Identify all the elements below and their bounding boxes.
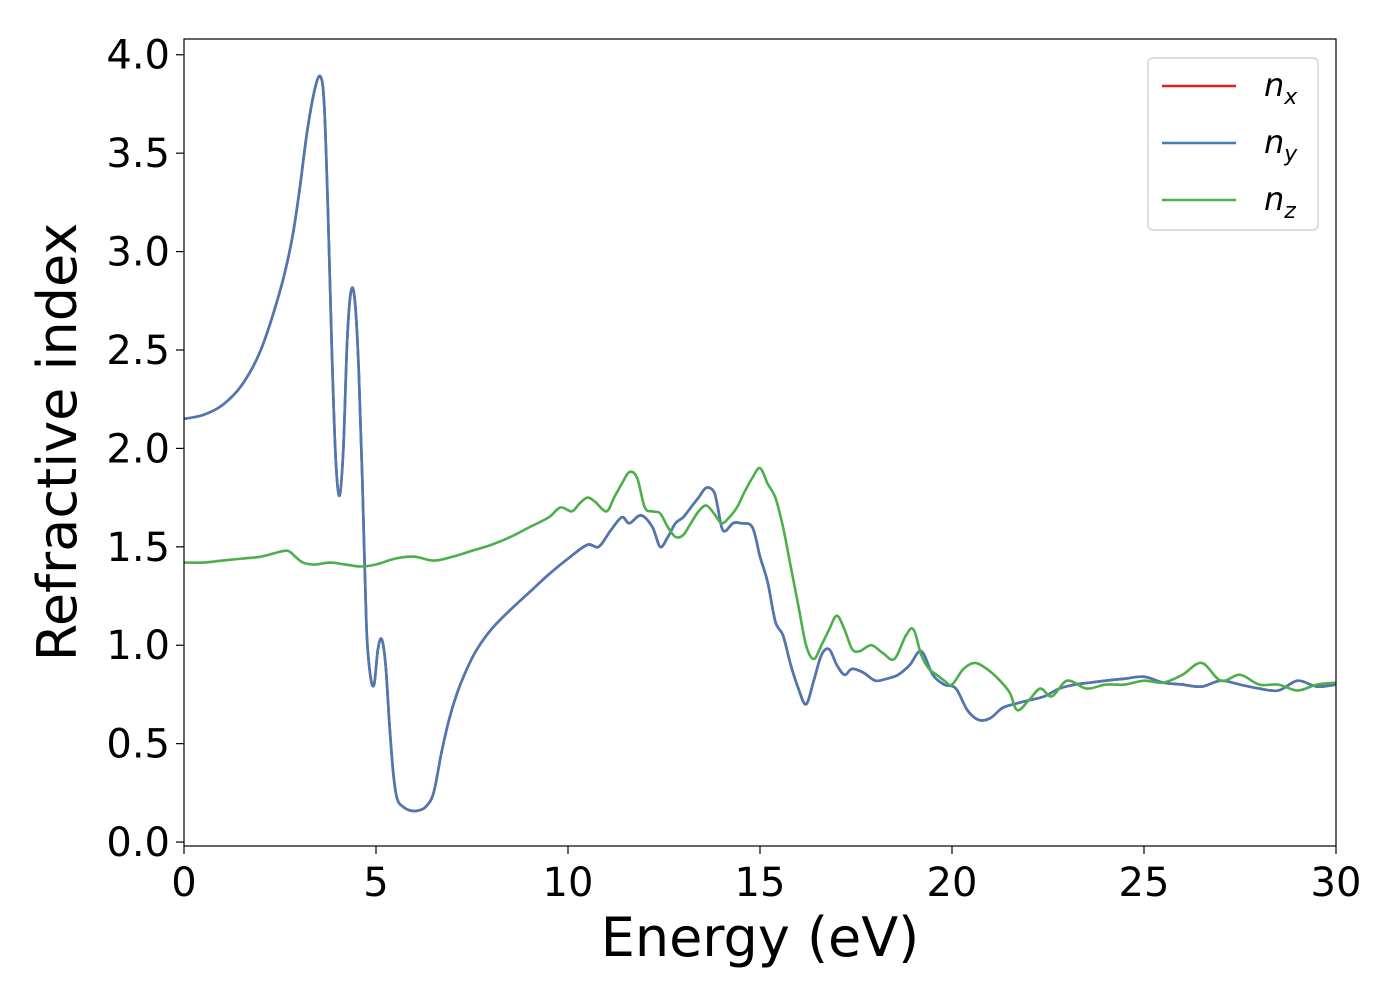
- legend-label-subscript: y: [1283, 142, 1298, 167]
- legend-label-main: n: [1264, 66, 1284, 104]
- x-tick-label: 20: [927, 860, 978, 906]
- series-layer: [184, 74, 1336, 813]
- y-axis-label: Refractive index: [26, 223, 89, 662]
- legend-label-subscript: z: [1283, 199, 1296, 224]
- y-tick-label: 4.0: [106, 33, 170, 79]
- x-tick-label: 10: [543, 860, 594, 906]
- y-tick-label: 3.5: [106, 131, 170, 177]
- y-tick-label: 2.0: [106, 426, 170, 472]
- legend-label-main: n: [1264, 123, 1284, 161]
- y-tick-label: 3.0: [106, 230, 170, 276]
- x-tick-label: 30: [1311, 860, 1362, 906]
- y-tick-label: 1.5: [106, 525, 170, 571]
- x-tick-label: 25: [1119, 860, 1170, 906]
- legend-label-subscript: x: [1283, 85, 1298, 110]
- y-tick-label: 2.5: [106, 328, 170, 374]
- x-tick-label: 5: [363, 860, 388, 906]
- x-axis: 0 5 10 15 20 25 30: [171, 846, 1361, 906]
- series-line-nz: [184, 466, 1336, 712]
- legend-label: ny: [1264, 123, 1298, 167]
- legend-label: nz: [1264, 180, 1296, 224]
- legend-label: nx: [1264, 66, 1298, 110]
- y-axis: 0.0 0.5 1.0 1.5 2.0 2.5 3.0 3.5 4.0: [106, 33, 184, 866]
- y-tick-label: 0.0: [106, 820, 170, 866]
- plot-area: [184, 39, 1336, 846]
- x-tick-label: 0: [171, 860, 196, 906]
- x-tick-label: 15: [735, 860, 786, 906]
- x-axis-label: Energy (eV): [601, 906, 920, 969]
- y-tick-label: 1.0: [106, 623, 170, 669]
- legend-label-main: n: [1264, 180, 1284, 218]
- y-tick-label: 0.5: [106, 722, 170, 768]
